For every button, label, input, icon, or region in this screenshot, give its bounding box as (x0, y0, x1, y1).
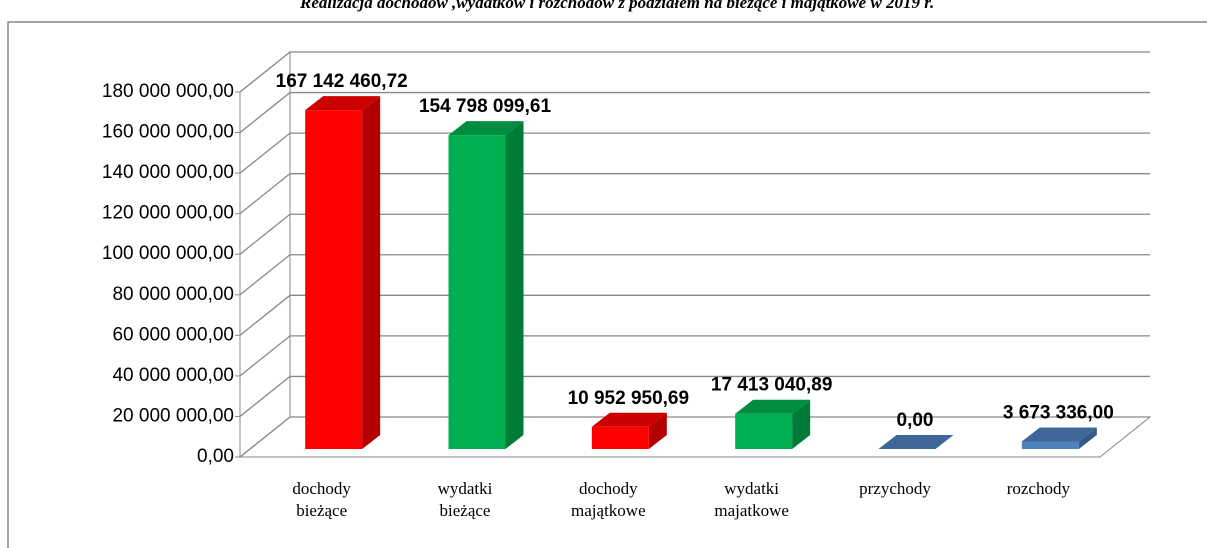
y-tick-label: 160 000 000,00 (102, 122, 234, 143)
y-tick-label: 100 000 000,00 (102, 243, 234, 264)
grid-line (239, 375, 1150, 417)
y-tick-label: 120 000 000,00 (102, 203, 234, 224)
value-label: 3 673 336,00 (1003, 403, 1114, 424)
bar-top (448, 121, 524, 136)
grid-line (239, 51, 1150, 93)
bar (591, 412, 667, 449)
value-label: 167 142 460,72 (276, 71, 408, 92)
grid-line (239, 132, 1150, 174)
grid-line (239, 173, 1150, 215)
value-label: 154 798 099,61 (419, 96, 552, 117)
bar (878, 435, 954, 449)
bar-top (878, 435, 954, 449)
bar-front (591, 426, 649, 449)
y-tick-label: 40 000 000,00 (112, 365, 234, 386)
x-tick-label: rozchody (1007, 479, 1071, 498)
x-tick-label: wydatki majatkowe (714, 479, 789, 520)
chart-title: Realizacja dochodów ,wydatków i rozchodó… (299, 0, 934, 12)
y-tick-label: 0,00 (197, 446, 234, 467)
bar-front (735, 413, 793, 449)
x-tick-label: wydatki bieżące (438, 479, 493, 520)
bar (1021, 427, 1097, 449)
value-label: 10 952 950,69 (568, 388, 690, 409)
bar-front (1021, 441, 1079, 449)
value-label: 0,00 (897, 410, 934, 431)
bar (305, 96, 381, 449)
bar-top (735, 399, 811, 414)
bar (448, 121, 524, 449)
bar-side (505, 121, 524, 449)
x-tick-label: dochody majątkowe (571, 479, 646, 520)
bar-top (305, 96, 381, 111)
y-tick-label: 180 000 000,00 (102, 81, 234, 102)
bar-side (648, 412, 667, 449)
grid-line (239, 294, 1150, 336)
bar-top (1021, 427, 1097, 442)
bar (735, 399, 811, 449)
bar-top (591, 412, 667, 427)
chart-frame (7, 21, 1207, 548)
x-tick-label: dochody bieżące (292, 479, 351, 520)
grid-line (239, 416, 1150, 458)
x-tick-label: przychody (859, 479, 931, 498)
bar-front (448, 135, 506, 449)
bar-side (362, 96, 381, 449)
bar-front (305, 110, 363, 449)
y-tick-label: 60 000 000,00 (112, 324, 234, 345)
y-tick-label: 20 000 000,00 (112, 405, 234, 426)
bar-side (1078, 427, 1097, 449)
grid-line (239, 254, 1150, 296)
bar-side (792, 399, 811, 449)
value-label: 17 413 040,89 (711, 375, 833, 396)
grid-line (239, 213, 1150, 255)
grid-line (239, 91, 1150, 134)
y-tick-label: 80 000 000,00 (112, 284, 234, 305)
y-tick-label: 140 000 000,00 (102, 162, 234, 183)
grid-line (239, 335, 1150, 377)
